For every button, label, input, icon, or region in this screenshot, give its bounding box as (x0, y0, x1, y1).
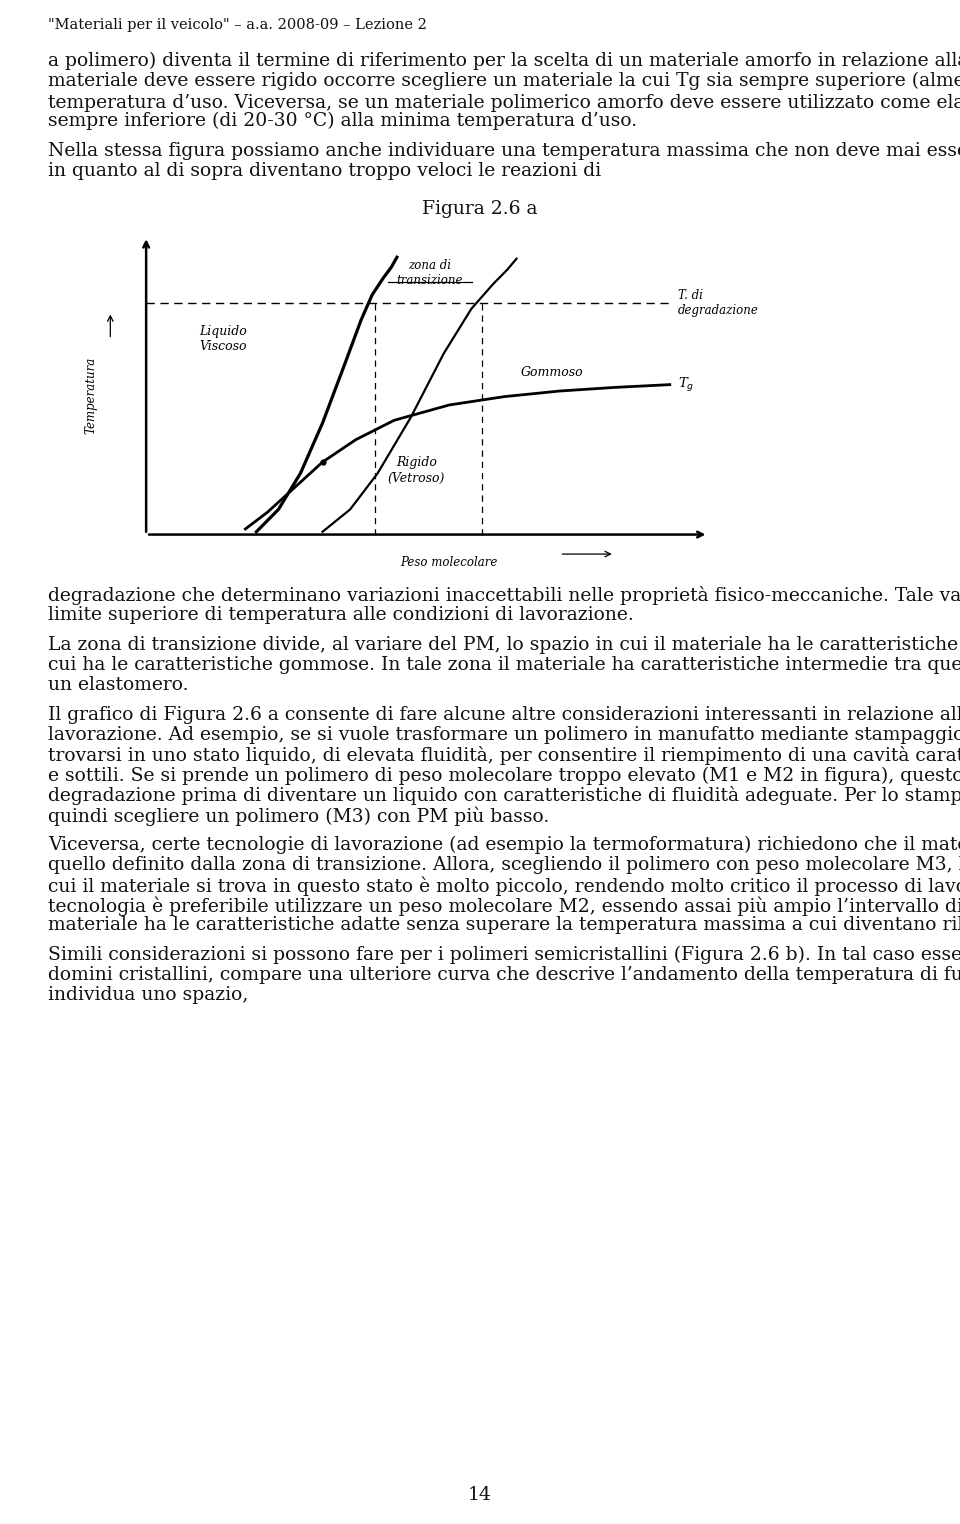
Text: quello definito dalla zona di transizione. Allora, scegliendo il polimero con pe: quello definito dalla zona di transizion… (48, 856, 960, 873)
Text: degradazione prima di diventare un liquido con caratteristiche di fluidità adegu: degradazione prima di diventare un liqui… (48, 786, 960, 805)
Text: degradazione che determinano variazioni inaccettabili nelle proprietà fisico-mec: degradazione che determinano variazioni … (48, 587, 960, 605)
Text: Il grafico di Figura 2.6 a consente di fare alcune altre considerazioni interess: Il grafico di Figura 2.6 a consente di f… (48, 706, 960, 724)
Text: Peso molecolare: Peso molecolare (400, 556, 498, 568)
Text: cui ha le caratteristiche gommose. In tale zona il materiale ha caratteristiche : cui ha le caratteristiche gommose. In ta… (48, 655, 960, 674)
Text: 14: 14 (468, 1486, 492, 1504)
Text: un elastomero.: un elastomero. (48, 677, 188, 693)
Text: Gommoso: Gommoso (521, 366, 584, 379)
Text: cui il materiale si trova in questo stato è molto piccolo, rendendo molto critic: cui il materiale si trova in questo stat… (48, 876, 960, 896)
Text: La zona di transizione divide, al variare del PM, lo spazio in cui il materiale : La zona di transizione divide, al variar… (48, 636, 960, 654)
Text: tecnologia è preferibile utilizzare un peso molecolare M2, essendo assai più amp: tecnologia è preferibile utilizzare un p… (48, 896, 960, 916)
Text: Figura 2.6 a: Figura 2.6 a (422, 200, 538, 218)
Text: limite superiore di temperatura alle condizioni di lavorazione.: limite superiore di temperatura alle con… (48, 607, 634, 623)
Text: materiale ha le caratteristiche adatte senza superare la temperatura massima a c: materiale ha le caratteristiche adatte s… (48, 916, 960, 934)
Text: "Materiali per il veicolo" – a.a. 2008-09 – Lezione 2: "Materiali per il veicolo" – a.a. 2008-0… (48, 18, 427, 32)
Text: e sottili. Se si prende un polimero di peso molecolare troppo elevato (M1 e M2 i: e sottili. Se si prende un polimero di p… (48, 767, 960, 785)
Text: materiale deve essere rigido occorre scegliere un materiale la cui Tg sia sempre: materiale deve essere rigido occorre sce… (48, 72, 960, 90)
Text: T. di
degradazione: T. di degradazione (678, 290, 759, 317)
Text: trovarsi in uno stato liquido, di elevata fluidità, per consentire il riempiment: trovarsi in uno stato liquido, di elevat… (48, 747, 960, 765)
Text: lavorazione. Ad esempio, se si vuole trasformare un polimero in manufatto median: lavorazione. Ad esempio, se si vuole tra… (48, 725, 960, 744)
Text: Simili considerazioni si possono fare per i polimeri semicristallini (Figura 2.6: Simili considerazioni si possono fare pe… (48, 946, 960, 965)
Text: sempre inferiore (di 20-30 °C) alla minima temperatura d’uso.: sempre inferiore (di 20-30 °C) alla mini… (48, 111, 637, 130)
Text: zona di
transizione: zona di transizione (396, 259, 464, 287)
Text: T$_g$: T$_g$ (678, 375, 694, 393)
Text: a polimero) diventa il termine di riferimento per la scelta di un materiale amor: a polimero) diventa il termine di riferi… (48, 52, 960, 70)
Text: temperatura d’uso. Viceversa, se un materiale polimerico amorfo deve essere util: temperatura d’uso. Viceversa, se un mate… (48, 91, 960, 111)
Text: domini cristallini, compare una ulteriore curva che descrive l’andamento della t: domini cristallini, compare una ulterior… (48, 966, 960, 985)
Text: Rigido
(Vetroso): Rigido (Vetroso) (388, 457, 444, 485)
Text: individua uno spazio,: individua uno spazio, (48, 986, 249, 1004)
Text: Nella stessa figura possiamo anche individuare una temperatura massima che non d: Nella stessa figura possiamo anche indiv… (48, 142, 960, 160)
Text: in quanto al di sopra diventano troppo veloci le reazioni di: in quanto al di sopra diventano troppo v… (48, 162, 601, 180)
Text: Viceversa, certe tecnologie di lavorazione (ad esempio la termoformatura) richie: Viceversa, certe tecnologie di lavorazio… (48, 837, 960, 855)
Text: Temperatura: Temperatura (84, 357, 98, 434)
Text: quindi scegliere un polimero (M3) con PM più basso.: quindi scegliere un polimero (M3) con PM… (48, 806, 549, 826)
Text: Liquido
Viscoso: Liquido Viscoso (200, 326, 247, 354)
